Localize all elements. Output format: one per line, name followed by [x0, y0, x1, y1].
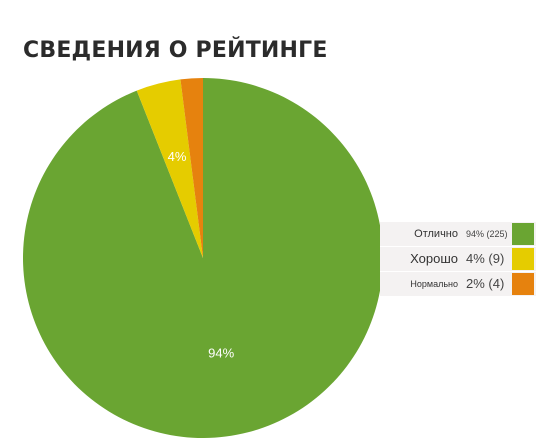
chart-title: СВЕДЕНИЯ О РЕЙТИНГЕ: [23, 38, 328, 63]
legend-label: Нормально: [410, 279, 458, 289]
pie-slice-excellent[interactable]: [23, 78, 384, 438]
legend-swatch: [512, 248, 534, 270]
legend-value: 4% (9): [466, 251, 505, 266]
legend-swatch: [512, 223, 534, 245]
legend-swatch: [512, 273, 534, 295]
legend-item-good[interactable]: Хорошо 4% (9): [380, 247, 536, 272]
pie-slice-good[interactable]: [136, 79, 203, 258]
legend: Отлично 94% (225) Хорошо 4% (9) Нормальн…: [380, 222, 536, 297]
slice-label-excellent: 94%: [208, 346, 234, 361]
legend-value: 2% (4): [466, 276, 505, 291]
legend-item-excellent[interactable]: Отлично 94% (225): [380, 222, 536, 247]
legend-label: Хорошо: [410, 251, 458, 266]
legend-label: Отлично: [414, 228, 458, 240]
legend-value: 94% (225): [466, 229, 508, 239]
slice-label-good: 4%: [168, 149, 187, 164]
pie-slice-normal[interactable]: [180, 78, 203, 258]
legend-item-normal[interactable]: Нормально 2% (4): [380, 272, 536, 297]
